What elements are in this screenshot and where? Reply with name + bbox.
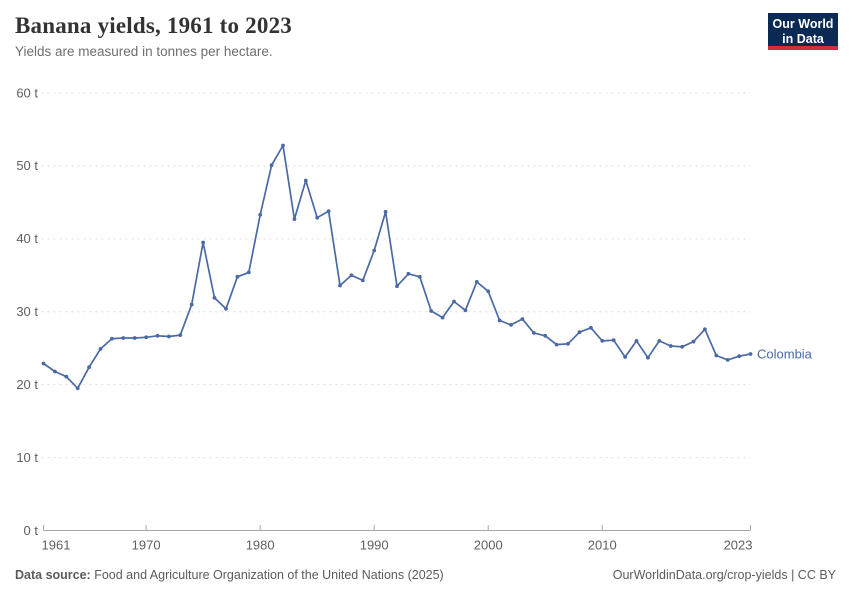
data-point [235,274,240,279]
data-source-label: Data source: [15,568,91,582]
page-title: Banana yields, 1961 to 2023 [15,13,292,38]
footer-right: OurWorldinData.org/crop-yields | CC BY [613,568,836,582]
x-tick-label: 1990 [360,538,389,553]
y-tick-label: 60 t [16,85,38,100]
y-tick-label: 20 t [16,377,38,392]
data-point [144,335,149,340]
x-tick-label: 1980 [246,538,275,553]
data-point [577,330,582,335]
data-point [246,270,251,275]
data-point [87,365,91,370]
data-point [383,210,388,214]
x-tick-label: 1961 [42,538,71,553]
data-point [132,336,137,340]
data-source-note: Data source: Food and Agriculture Organi… [15,568,444,582]
data-point [189,302,194,307]
data-source-text: Food and Agriculture Organization of the… [90,568,444,582]
owid-url-link[interactable]: OurWorldinData.org/crop-yields [612,568,788,582]
data-point [110,336,114,341]
chart-footer: Data source: Food and Agriculture Organi… [15,568,836,582]
data-point [98,347,103,351]
data-point [463,308,468,313]
data-point [224,306,228,311]
data-point [748,352,753,356]
x-tick-label: 2010 [588,538,617,553]
data-point [269,163,274,168]
data-point [497,318,502,323]
owid-logo[interactable]: Our World in Data [768,13,838,50]
data-point [623,355,627,359]
data-point [167,334,171,339]
data-point [201,240,206,245]
owid-logo-line2: in Data [782,31,824,46]
owid-logo-line1: Our World [772,17,834,31]
license-text: | CC BY [787,568,836,582]
data-point [668,344,673,348]
data-point [509,323,513,327]
data-point [714,353,719,358]
data-point [543,333,548,338]
y-axis-labels: 0 t 10 t 20 t 30 t 40 t 50 t 60 t [16,85,39,538]
gridlines [41,92,751,459]
data-point [155,333,160,338]
data-point [360,278,365,283]
data-point [634,339,639,343]
data-point [589,325,593,330]
data-point [417,274,422,279]
y-tick-label: 10 t [16,450,38,465]
data-point [281,143,285,148]
data-point [600,339,605,343]
data-point [75,386,80,391]
data-point [429,309,434,313]
data-point [680,344,684,349]
data-point [474,280,479,284]
data-point [326,209,331,214]
data-point [338,283,342,288]
data-point [64,374,69,379]
data-point [349,273,354,278]
chart-subtitle: Yields are measured in tonnes per hectar… [15,44,273,59]
x-axis: 1961 1970 1980 1990 2000 2010 2023 [42,525,753,553]
x-tick-label: 2000 [474,538,503,553]
data-point [452,299,456,304]
data-point [41,361,46,366]
data-point [53,369,57,374]
owid-logo-red-strip [768,46,838,50]
y-tick-label: 50 t [16,158,38,173]
data-point [212,296,217,300]
entity-label-colombia[interactable]: Colombia [757,346,813,361]
data-point [725,358,730,362]
data-point [303,178,308,183]
x-tick-label: 2023 [724,538,753,553]
data-series: Colombia [41,143,813,391]
y-tick-label: 40 t [16,231,38,246]
data-point [395,284,399,289]
data-point [531,331,536,335]
data-point [486,289,491,294]
data-point [703,327,707,332]
data-point [737,354,741,359]
data-point [178,333,183,337]
y-tick-label: 0 t [24,523,39,538]
data-point [406,271,411,276]
x-tick-label: 1970 [132,538,161,553]
data-point [292,217,297,222]
data-point [121,336,126,340]
data-point [554,342,559,347]
data-point [258,212,263,217]
data-point [611,338,616,343]
chart-header: Banana yields, 1961 to 2023 Yields are m… [15,13,745,59]
data-point [440,315,445,320]
data-point [691,339,696,344]
data-point [315,215,320,220]
y-tick-label: 30 t [16,304,38,319]
data-point [372,248,377,253]
data-point [520,317,525,321]
data-point [566,341,570,346]
data-point [657,339,662,343]
data-point [646,355,650,360]
series-line-colombia [42,144,752,390]
